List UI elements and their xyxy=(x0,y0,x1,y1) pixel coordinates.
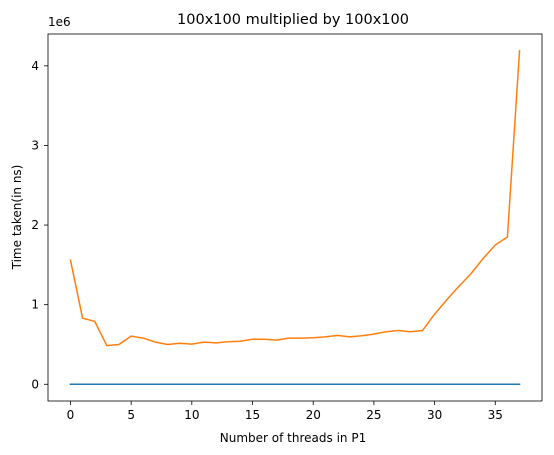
y-tick-label: 3 xyxy=(31,138,39,152)
x-tick-label: 35 xyxy=(488,408,503,422)
y-tick-label: 4 xyxy=(31,59,39,73)
x-tick-label: 5 xyxy=(127,408,135,422)
x-tick-label: 30 xyxy=(427,408,442,422)
y-tick-label: 0 xyxy=(31,377,39,391)
y-tick-label: 1 xyxy=(31,298,39,312)
chart-title: 100x100 multiplied by 100x100 xyxy=(177,12,409,28)
axes-frame xyxy=(47,33,543,402)
x-tick-label: 0 xyxy=(67,408,75,422)
plot-area: 0 5 10 15 20 25 30 35 0 1 2 3 4 xyxy=(31,33,543,422)
y-axis-label: Time taken(in ns) xyxy=(10,165,24,271)
x-tick-label: 10 xyxy=(184,408,199,422)
x-tick-label: 20 xyxy=(306,408,321,422)
series-line-2 xyxy=(69,49,521,347)
x-axis-label: Number of threads in P1 xyxy=(220,431,366,445)
x-tick-label: 25 xyxy=(366,408,381,422)
y-offset-label: 1e6 xyxy=(48,15,71,29)
y-tick-label: 2 xyxy=(31,218,39,232)
x-tick-label: 15 xyxy=(245,408,260,422)
